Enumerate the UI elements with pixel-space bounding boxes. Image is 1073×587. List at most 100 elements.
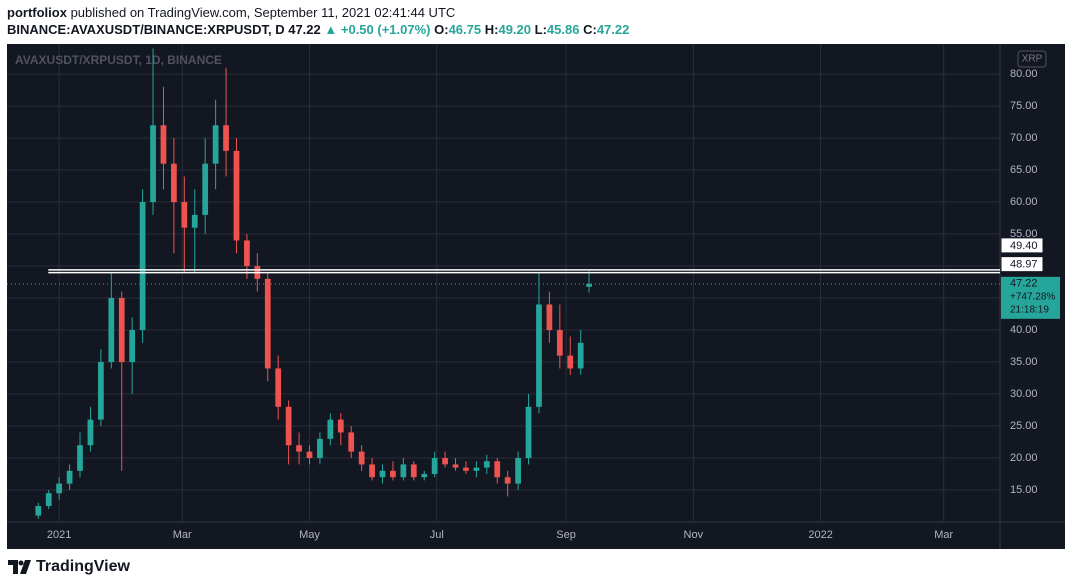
currency-badge: [1017, 50, 1047, 68]
y-tick-label: 15.00: [1010, 484, 1038, 496]
last-price-change: +747.28%: [1010, 291, 1055, 302]
candle-body: [87, 419, 94, 446]
bar-countdown: 21:18:19: [1010, 304, 1049, 315]
candle-body: [212, 125, 219, 164]
candle-body: [473, 467, 480, 471]
candle-body: [296, 445, 302, 452]
ohlc-key: C:: [583, 22, 597, 37]
candle-body: [567, 355, 574, 369]
candle-body: [202, 163, 209, 215]
price-line-box: [1000, 256, 1044, 273]
brand: TradingView: [36, 558, 130, 575]
candle-body: [129, 330, 136, 363]
candle-body: [77, 445, 83, 471]
candle-body: [223, 125, 229, 151]
logo-icon: [8, 560, 31, 574]
y-tick-label: 30.00: [1010, 388, 1038, 400]
ohlc-value: 47.22: [596, 22, 630, 37]
candle-body: [504, 477, 511, 484]
candle-body: [442, 458, 448, 465]
ohlc-key: L:: [534, 22, 547, 37]
y-tick-label: 75.00: [1010, 100, 1038, 112]
y-tick-label: 40.00: [1010, 324, 1038, 336]
candle-body: [108, 298, 115, 363]
price-line-label: 48.97: [1010, 259, 1038, 271]
y-tick-label: 20.00: [1010, 452, 1038, 464]
candle-body: [35, 506, 42, 516]
candle-body: [463, 467, 469, 471]
header: portfoliox published on TradingView.com,…: [7, 4, 629, 38]
candle-body: [483, 461, 490, 468]
watermark: AVAXUSDT/XRPUSDT, 1D, BINANCE: [15, 53, 222, 67]
legend: BINANCE:AVAXUSDT/BINANCE:XRPUSDT, D 47.2…: [7, 21, 629, 38]
candle-body: [45, 493, 52, 507]
chart-bg: [7, 44, 1065, 549]
candle-body: [400, 464, 407, 478]
candle-body: [181, 202, 188, 228]
y-tick-label: 25.00: [1010, 420, 1038, 432]
candle-body: [98, 362, 104, 420]
ohlc-value: 49.20: [498, 22, 532, 37]
ohlc-value: 46.75: [448, 22, 482, 37]
last-price-label: 47.22: [1010, 278, 1038, 290]
change: ▲ +0.50 (+1.07%): [324, 22, 431, 37]
x-tick-label: 2022: [808, 529, 832, 541]
y-tick-label: 70.00: [1010, 132, 1038, 144]
author: portfoliox: [7, 5, 67, 20]
candle-body: [556, 330, 563, 356]
price-line-box: [1000, 237, 1044, 254]
candle-body: [327, 419, 334, 439]
candle-body: [525, 406, 532, 459]
candle-body: [150, 125, 156, 203]
x-tick-label: Jul: [430, 529, 444, 541]
y-tick-label: 65.00: [1010, 164, 1038, 176]
y-tick-label: 55.00: [1010, 228, 1038, 240]
candle-body: [285, 406, 292, 446]
candle-body: [264, 278, 271, 369]
x-tick-label: Nov: [684, 529, 704, 541]
candle-body: [536, 304, 542, 407]
footer: TradingView: [8, 558, 130, 576]
candle-body: [515, 458, 521, 484]
x-tick-label: May: [299, 529, 320, 541]
y-tick-label: 35.00: [1010, 356, 1038, 368]
candle-body: [358, 451, 365, 465]
candle-body: [118, 298, 125, 363]
candle-body: [421, 474, 428, 478]
candle-body: [586, 283, 592, 287]
candle-body: [452, 464, 459, 468]
candle-body: [306, 451, 313, 459]
x-tick-label: Mar: [173, 529, 192, 541]
candle-body: [56, 483, 63, 494]
candle-body: [390, 470, 396, 478]
candle-body: [244, 240, 250, 267]
candle-body: [275, 368, 282, 407]
candle-body: [577, 342, 584, 369]
currency: XRP: [1022, 54, 1043, 65]
candle-body: [431, 458, 438, 475]
last: 47.22: [288, 22, 321, 37]
candle-body: [139, 202, 146, 331]
candle-body: [317, 438, 323, 459]
candle-body: [66, 470, 73, 484]
ohlc-value: 45.86: [546, 22, 580, 37]
last-price-box: [1001, 276, 1060, 319]
candle-body: [546, 304, 553, 331]
candle-body: [379, 470, 386, 478]
y-tick-label: 60.00: [1010, 196, 1038, 208]
symbol: BINANCE:AVAXUSDT/BINANCE:XRPUSDT, D: [7, 22, 285, 37]
publish-info: published on TradingView.com, September …: [70, 5, 456, 20]
ohlc-key: O:: [434, 22, 449, 37]
candle-body: [337, 419, 344, 433]
candle-body: [494, 461, 501, 478]
candle-body: [410, 464, 417, 478]
price-line-label: 49.40: [1010, 240, 1038, 252]
candle-body: [160, 125, 167, 164]
candle-body: [191, 214, 198, 228]
x-tick-label: 2021: [47, 529, 71, 541]
y-tick-label: 80.00: [1010, 68, 1038, 80]
ohlc-key: H:: [484, 22, 499, 37]
x-tick-label: Mar: [934, 529, 953, 541]
